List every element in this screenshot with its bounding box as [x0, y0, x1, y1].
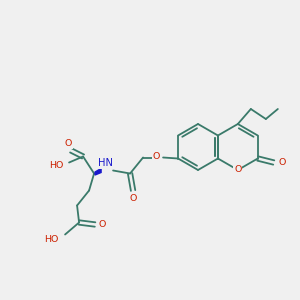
- Text: O: O: [278, 158, 285, 167]
- Text: O: O: [234, 166, 242, 175]
- Polygon shape: [95, 169, 101, 175]
- Text: O: O: [98, 220, 106, 229]
- Text: O: O: [64, 139, 72, 148]
- Text: HO: HO: [44, 235, 58, 244]
- Text: O: O: [129, 194, 137, 203]
- Text: HN: HN: [98, 158, 112, 169]
- Text: O: O: [152, 152, 160, 161]
- Text: HO: HO: [49, 161, 63, 170]
